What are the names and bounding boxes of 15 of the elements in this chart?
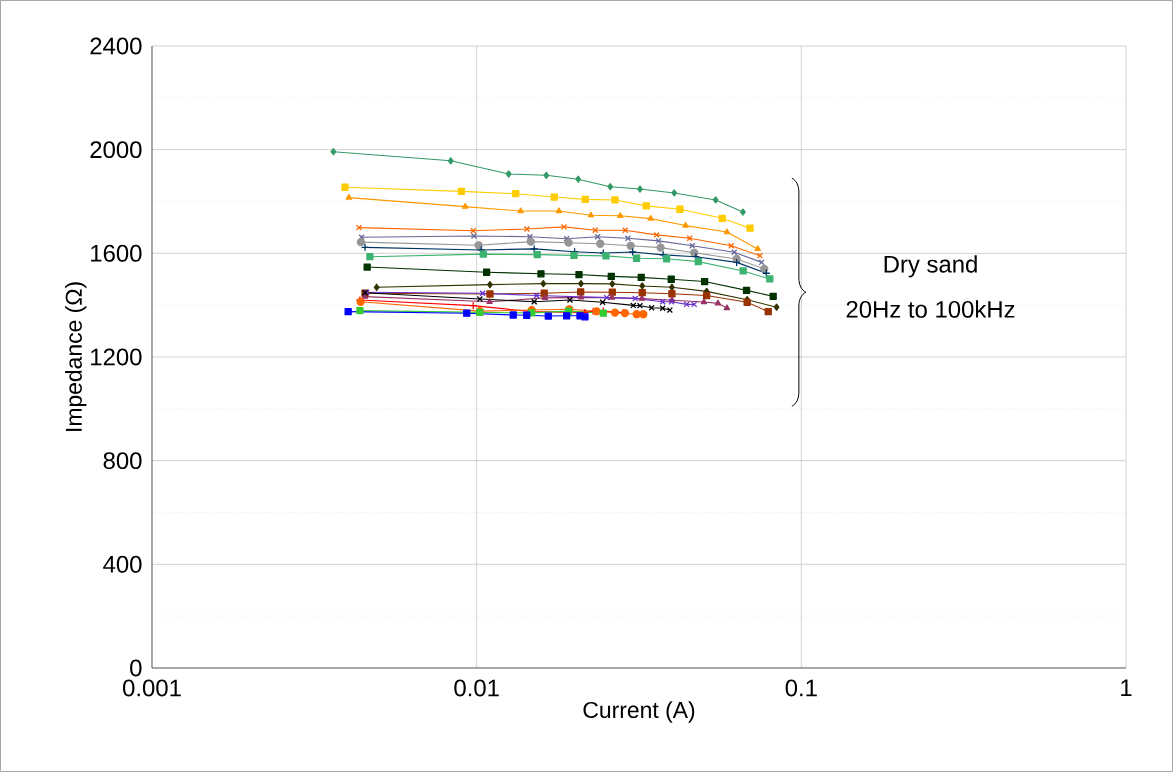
annotation: 20Hz to 100kHz (846, 300, 1015, 318)
y-axis-title: Impedance (Ω) (65, 282, 87, 431)
y-tick-label: 400 (103, 555, 142, 573)
y-tick-label: 800 (103, 452, 142, 470)
y-tick-label: 0 (130, 659, 142, 677)
x-tick-label: 0.1 (785, 679, 817, 697)
x-axis-title: Current (A) (583, 701, 695, 723)
y-tick-label: 2000 (90, 141, 142, 159)
y-tick-label: 2400 (90, 37, 142, 55)
x-tick-label: 0.001 (123, 679, 181, 697)
x-tick-label: 1 (1121, 679, 1132, 696)
annotation: Dry sand (884, 255, 977, 278)
x-tick-label: 0.01 (454, 679, 499, 697)
y-tick-label: 1600 (91, 244, 142, 262)
y-tick-label: 1200 (91, 348, 142, 366)
